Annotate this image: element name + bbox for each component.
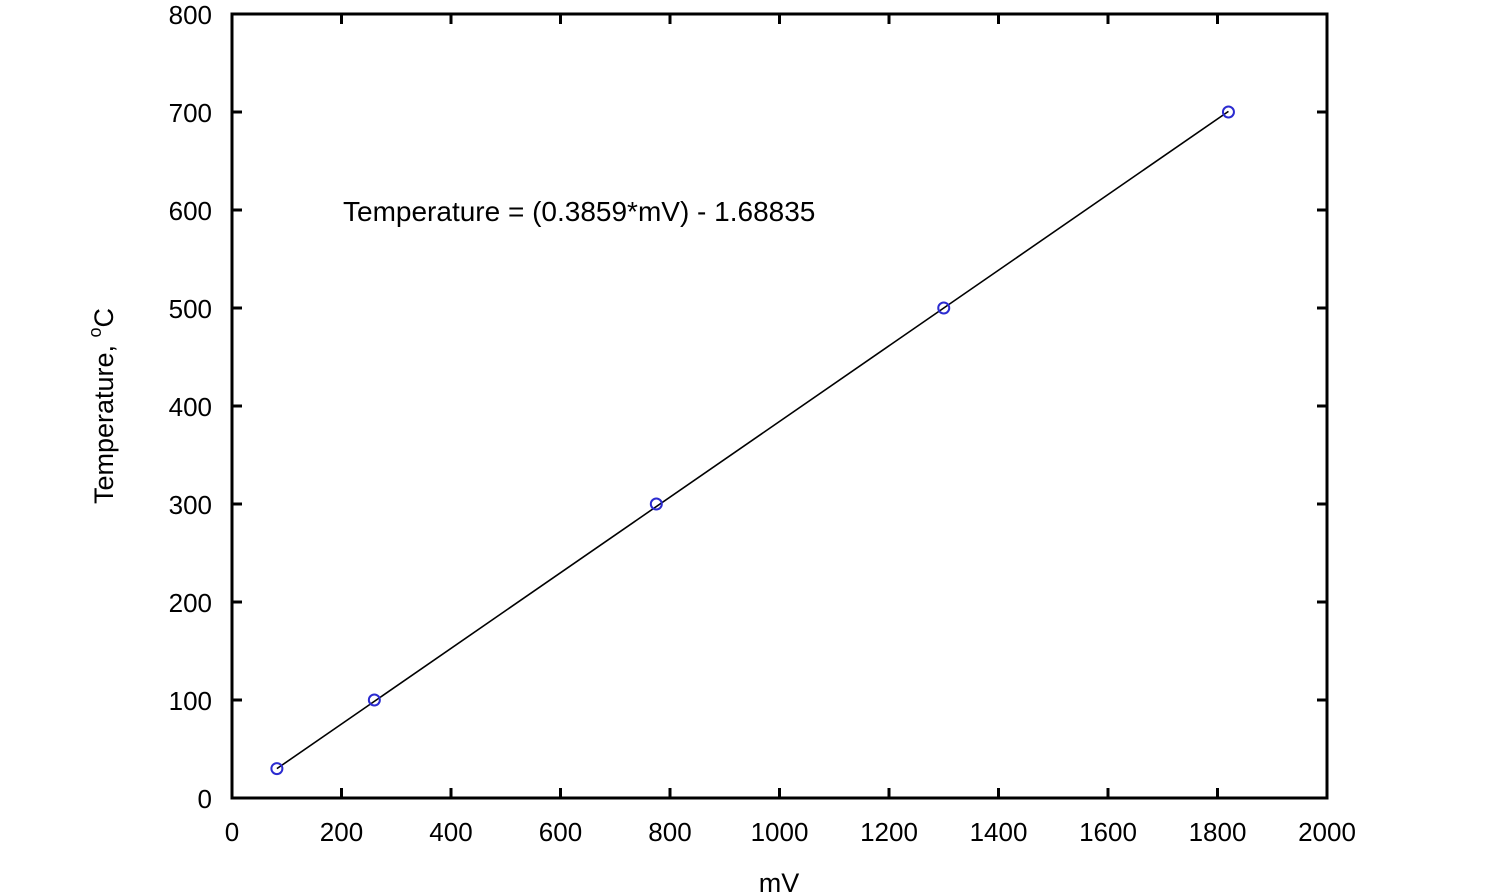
- y-tick-label: 400: [169, 392, 212, 422]
- plot-frame: [230, 12, 1329, 800]
- x-tick-label: 1600: [1079, 817, 1137, 847]
- x-tick-label: 2000: [1298, 817, 1356, 847]
- x-tick-label: 1400: [970, 817, 1028, 847]
- x-tick-label: 1800: [1189, 817, 1247, 847]
- data-point: [367, 693, 381, 707]
- y-axis-title: Temperature, oC: [85, 308, 119, 504]
- data-point: [649, 497, 663, 511]
- y-tick-label: 300: [169, 490, 212, 520]
- data-point: [1221, 105, 1235, 119]
- fit-line: [276, 110, 1229, 770]
- y-tick-label: 600: [169, 196, 212, 226]
- y-tick-label: 100: [169, 686, 212, 716]
- y-tick-label: 800: [169, 0, 212, 30]
- data-point: [937, 301, 951, 315]
- y-tick-label: 200: [169, 588, 212, 618]
- x-tick-label: 400: [429, 817, 472, 847]
- x-axis-title: mV: [759, 868, 800, 895]
- x-tick-label: 600: [539, 817, 582, 847]
- x-tick-label: 1200: [860, 817, 918, 847]
- x-tick-label: 200: [320, 817, 363, 847]
- y-tick-label: 700: [169, 98, 212, 128]
- equation-annotation: Temperature = (0.3859*mV) - 1.68835: [343, 196, 815, 227]
- data-point: [270, 762, 284, 776]
- y-tick-label: 500: [169, 294, 212, 324]
- x-tick-label: 800: [648, 817, 691, 847]
- x-tick-label: 0: [225, 817, 239, 847]
- y-tick-label: 0: [198, 784, 212, 814]
- x-tick-label: 1000: [751, 817, 809, 847]
